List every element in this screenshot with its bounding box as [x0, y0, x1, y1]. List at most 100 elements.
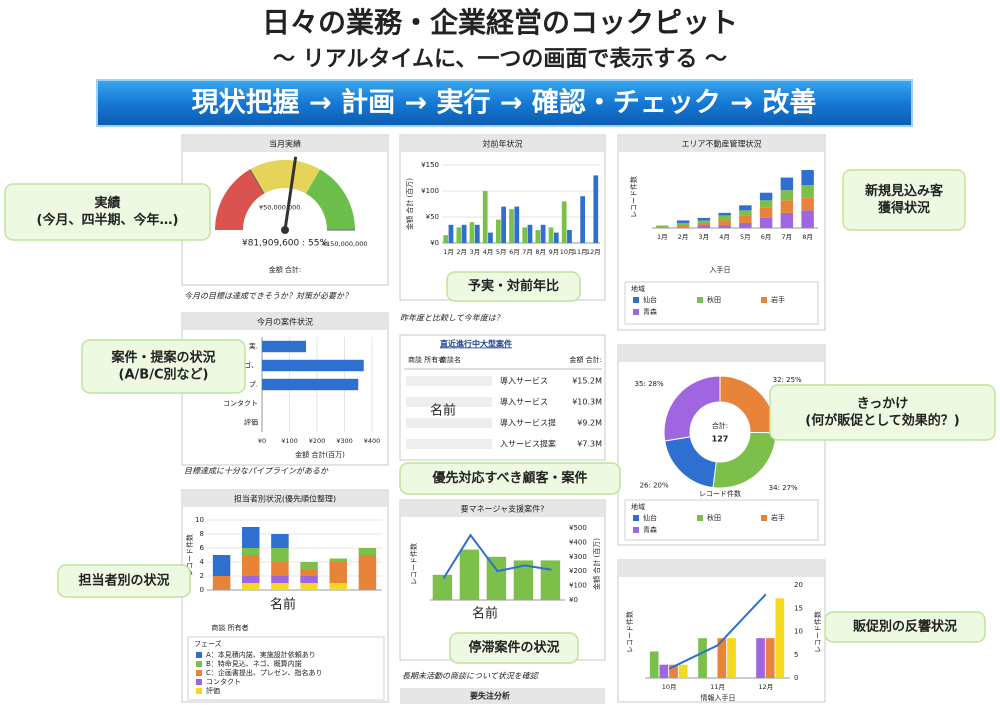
- bar: [488, 232, 493, 243]
- table-cell: ¥7.3M: [577, 440, 602, 449]
- legend-label: A：本見積内諾、実施設計依頼あり: [206, 650, 316, 659]
- y2-tick-label: 20: [794, 581, 803, 589]
- callout-box: [824, 611, 986, 643]
- gauge-tick-label: ¥50,000,000: [259, 204, 300, 212]
- bar: [448, 224, 454, 243]
- gauge-value-label: ¥81,909,600 : 55%: [242, 239, 328, 249]
- y-tick-label: 2: [200, 572, 204, 580]
- y-axis-label: レコード件数: [629, 176, 638, 218]
- y-tick-label: 4: [200, 558, 205, 566]
- x-tick-label: 5月: [740, 233, 751, 241]
- gauge-band: [250, 159, 320, 194]
- callout-text: 実績: [94, 195, 120, 211]
- y-axis-label: レコード件数: [625, 611, 634, 653]
- gauge-label: 金額 合計:: [269, 265, 302, 274]
- stacked-segment: [271, 534, 289, 548]
- panel-header: [183, 314, 387, 330]
- stacked-segment: [358, 548, 377, 555]
- legend-box: [624, 281, 819, 325]
- bar: [593, 175, 599, 243]
- name-overlay: 名前: [472, 606, 498, 622]
- footer-heading: 要失注分析: [470, 691, 510, 701]
- panel-title: 要マネージャ支援案件?: [461, 504, 545, 514]
- x-tick-label: ¥100: [281, 437, 298, 445]
- x-tick-label: 7月: [782, 233, 793, 241]
- legend-label: 仙台: [643, 295, 657, 304]
- y2-tick-label: 5: [794, 651, 798, 659]
- legend-swatch: [697, 515, 703, 521]
- legend-title: 地域: [631, 502, 645, 511]
- stacked-segment: [739, 222, 752, 228]
- stacked-segment: [300, 576, 318, 583]
- stacked-segment: [271, 583, 289, 590]
- x-tick-label: 3月: [699, 233, 710, 241]
- table-column-header: 金額 合計:: [569, 355, 602, 364]
- bar: [775, 598, 785, 678]
- legend-label: 岩手: [771, 295, 785, 304]
- legend-title: フェーズ: [194, 639, 222, 648]
- bar: [456, 227, 462, 243]
- legend-box: [624, 499, 819, 541]
- x-tick-label: ¥200: [309, 437, 326, 445]
- legend-label: 秋田: [707, 513, 721, 522]
- stacked-segment: [300, 583, 318, 590]
- stacked-segment: [780, 200, 794, 213]
- stacked-segment: [676, 222, 690, 226]
- stacked-segment: [718, 212, 731, 216]
- y-tick-label: 10: [195, 516, 204, 524]
- stacked-segment: [300, 562, 318, 569]
- bar: [443, 235, 449, 243]
- legend-swatch: [697, 297, 703, 303]
- callout-box: [57, 564, 191, 598]
- table-title: 直近進行中大型案件: [440, 339, 512, 349]
- y-tick-label: 8: [200, 530, 204, 538]
- donut-total: 127: [712, 435, 729, 444]
- callout-box: [449, 632, 579, 664]
- bar: [461, 224, 467, 243]
- bar: [522, 227, 528, 243]
- y2-axis-label: 金額 合計 (百万): [592, 538, 601, 590]
- stacked-segment: [739, 215, 752, 223]
- gauge-tick-label: ¥150,000,000: [322, 240, 368, 248]
- bar: [717, 638, 727, 678]
- y-tick-label: 評価: [244, 418, 258, 427]
- callout-box: [399, 462, 621, 495]
- callout-box: [446, 271, 581, 302]
- bar: [669, 664, 678, 678]
- panel-header: [619, 561, 824, 577]
- stacked-segment: [242, 548, 260, 555]
- stacked-segment: [718, 220, 731, 226]
- bar: [765, 638, 775, 678]
- stacked-segment: [780, 190, 794, 201]
- legend-label: 仙台: [643, 513, 657, 522]
- bar: [561, 201, 567, 243]
- callout-text: 予実・対前年比: [468, 278, 559, 294]
- blurred-cell: [406, 376, 492, 386]
- legend-swatch: [196, 679, 202, 685]
- legend-swatch: [633, 515, 639, 521]
- stacked-segment: [718, 215, 731, 221]
- x-axis-label: 商談 所有者: [211, 623, 248, 632]
- bar: [469, 222, 475, 243]
- x-tick-label: 10月: [560, 248, 575, 256]
- legend-label: 岩手: [771, 513, 785, 522]
- stacked-segment: [329, 558, 347, 562]
- callout-text: 担当者別の状況: [78, 573, 169, 589]
- x-tick-label: 6月: [761, 233, 772, 241]
- callout-text: 優先対応すべき顧客・案件: [431, 470, 587, 486]
- x-tick-label: 4月: [483, 248, 494, 256]
- stacked-segment: [801, 197, 814, 211]
- x-tick-label: 4月: [719, 233, 730, 241]
- bar: [262, 359, 364, 372]
- donut-value-label: 26: 20%: [640, 481, 669, 489]
- stacked-segment: [759, 207, 773, 218]
- legend-label: コンタクト: [206, 677, 241, 686]
- bar: [514, 206, 520, 243]
- bar: [756, 638, 765, 678]
- y-tick-label: 6: [200, 544, 205, 552]
- bar: [501, 206, 506, 243]
- legend-swatch: [761, 297, 767, 303]
- stacked-segment: [329, 583, 347, 590]
- stacked-segment: [656, 225, 669, 228]
